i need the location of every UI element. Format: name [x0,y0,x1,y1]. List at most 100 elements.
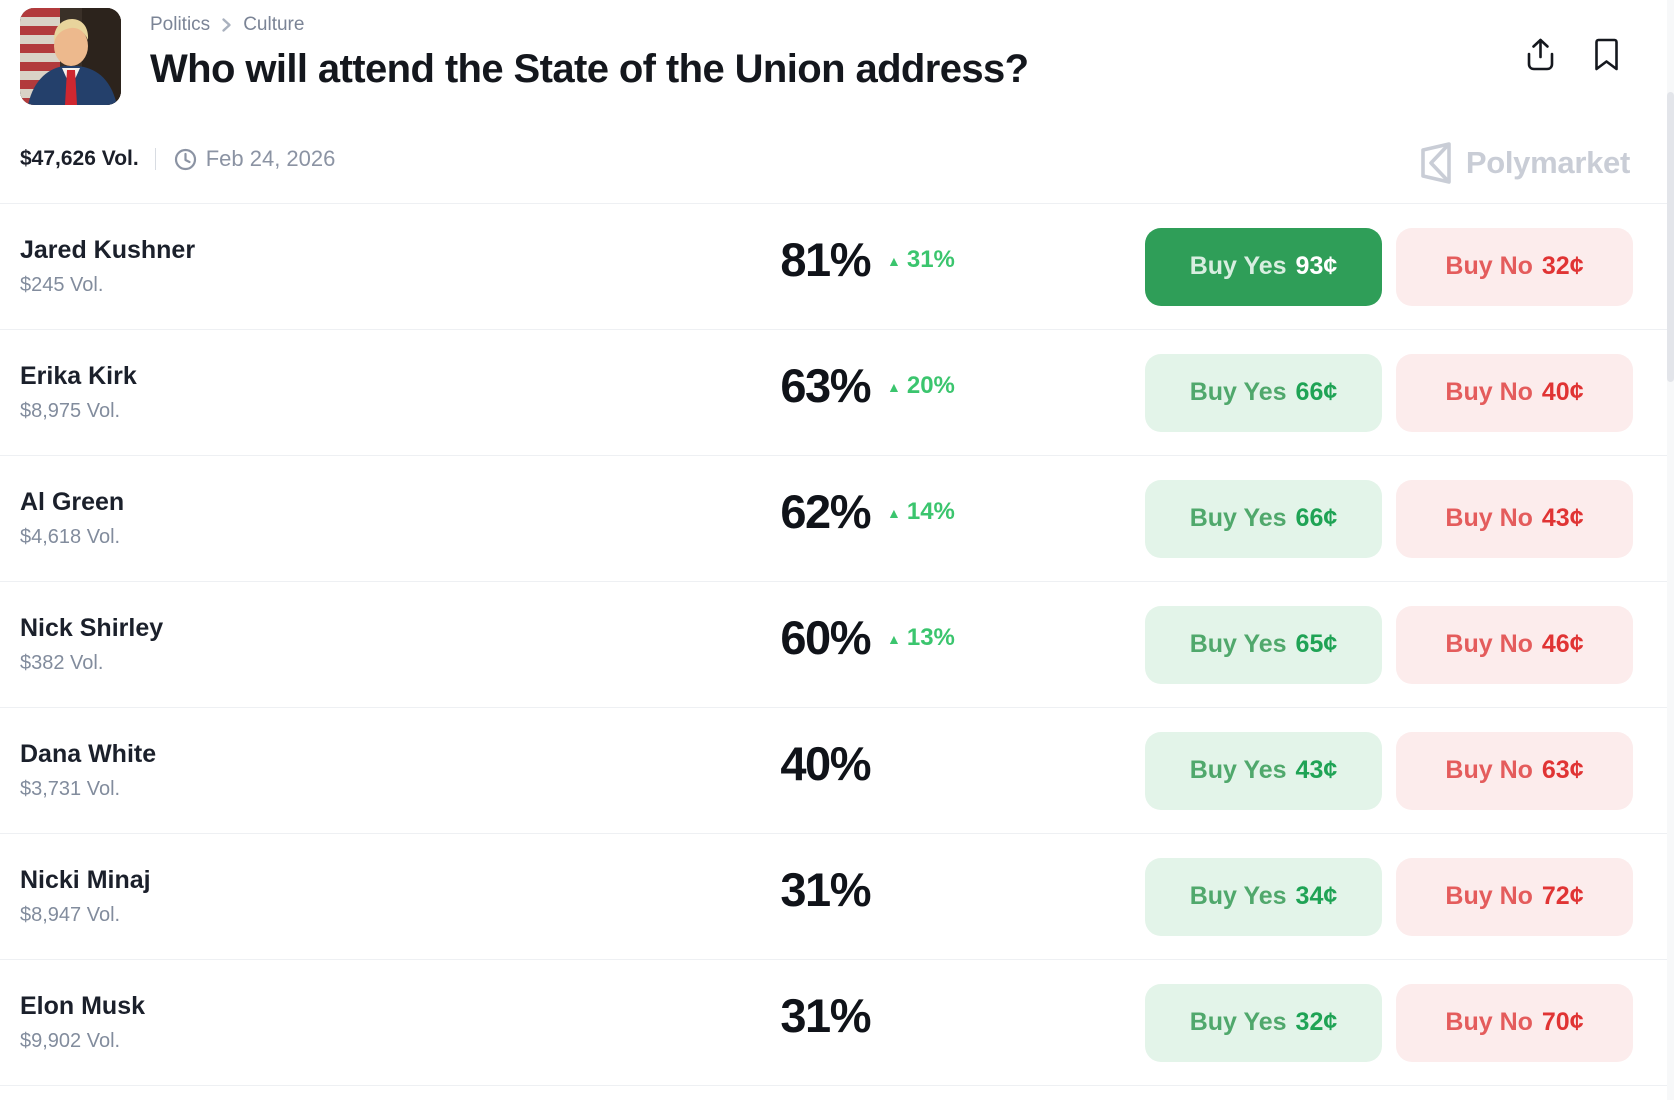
buy-no-button[interactable]: Buy No 72¢ [1396,857,1633,936]
buy-no-button[interactable]: Buy No 46¢ [1396,605,1633,684]
trade-buttons: Buy Yes 34¢ Buy No 72¢ [1145,857,1633,936]
buy-no-button[interactable]: Buy No 32¢ [1396,227,1633,306]
stats-divider [154,148,156,170]
trade-buttons: Buy Yes 32¢ Buy No 70¢ [1145,983,1633,1062]
outcome-name: Dana White [20,740,157,768]
market-avatar [20,8,121,105]
polymarket-logo-text: Polymarket [1465,145,1630,180]
chance-change-value: 13% [906,623,955,651]
outcome-name: Jared Kushner [20,236,196,264]
outcome-info: Erika Kirk $8,975 Vol. [20,362,710,423]
outcome-row[interactable]: Erika Kirk $8,975 Vol. 63% ▲ 20% Buy Yes… [0,329,1674,455]
outcome-info: Al Green $4,618 Vol. [20,488,710,549]
buy-no-price: 43¢ [1541,504,1584,532]
buy-yes-label: Buy Yes [1189,504,1287,532]
chance-change: ▲ 13% [887,624,999,652]
buy-yes-button[interactable]: Buy Yes 34¢ [1145,857,1382,936]
chance-change-value: 31% [906,245,955,273]
outcome-name: Nick Shirley [20,614,164,642]
outcome-name: Elon Musk [20,992,146,1020]
buy-yes-button[interactable]: Buy Yes 65¢ [1145,605,1382,684]
outcome-row[interactable]: Al Green $4,618 Vol. 62% ▲ 14% Buy Yes 6… [0,455,1674,581]
trump-portrait-image [20,8,121,105]
buy-yes-price: 43¢ [1295,756,1338,784]
buy-no-button[interactable]: Buy No 70¢ [1396,983,1633,1062]
polymarket-brand[interactable]: Polymarket [1415,140,1630,186]
bookmark-icon[interactable] [1595,38,1618,71]
buy-no-label: Buy No [1445,756,1533,784]
outcome-row[interactable]: Jared Kushner $245 Vol. 81% ▲ 31% Buy Ye… [0,203,1674,329]
header-actions [1527,38,1618,71]
outcome-volume: $8,947 Vol. [20,904,121,926]
trade-buttons: Buy Yes 43¢ Buy No 63¢ [1145,731,1633,810]
up-triangle-icon: ▲ [887,630,901,647]
outcome-volume: $9,902 Vol. [20,1030,121,1052]
outcomes-list: Jared Kushner $245 Vol. 81% ▲ 31% Buy Ye… [0,203,1674,1086]
buy-yes-label: Buy Yes [1189,1008,1287,1036]
buy-no-button[interactable]: Buy No 63¢ [1396,731,1633,810]
outcome-row[interactable]: Dana White $3,731 Vol. 40% ▲ Buy Yes 43¢… [0,707,1674,833]
outcome-volume: $8,975 Vol. [20,400,121,422]
buy-yes-label: Buy Yes [1189,630,1287,658]
buy-no-label: Buy No [1445,252,1533,280]
buy-no-label: Buy No [1445,630,1533,658]
buy-yes-label: Buy Yes [1189,378,1287,406]
buy-yes-price: 65¢ [1295,630,1338,658]
outcome-volume: $245 Vol. [20,274,104,296]
buy-yes-button[interactable]: Buy Yes 66¢ [1145,479,1382,558]
buy-no-price: 72¢ [1541,882,1584,910]
market-header: Politics Culture Who will attend the Sta… [0,0,1674,203]
market-date: Feb 24, 2026 [174,146,335,172]
trade-buttons: Buy Yes 66¢ Buy No 43¢ [1145,479,1633,558]
outcome-name: Al Green [20,488,125,516]
buy-yes-button[interactable]: Buy Yes 66¢ [1145,353,1382,432]
outcome-chance: 31% ▲ [710,862,999,917]
outcome-volume: $3,731 Vol. [20,778,121,800]
outcome-info: Jared Kushner $245 Vol. [20,236,710,297]
chance-change-value: 14% [906,497,955,525]
up-triangle-icon: ▲ [887,504,901,521]
breadcrumb-politics[interactable]: Politics [150,14,211,35]
breadcrumb-culture[interactable]: Culture [243,14,305,35]
chance-percent: 60% [780,611,871,664]
outcome-chance: 63% ▲ 20% [710,358,999,413]
buy-yes-price: 34¢ [1295,882,1338,910]
buy-yes-label: Buy Yes [1189,882,1287,910]
outcome-info: Elon Musk $9,902 Vol. [20,992,710,1053]
share-icon[interactable] [1527,38,1554,71]
outcome-volume: $4,618 Vol. [20,526,121,548]
trade-buttons: Buy Yes 66¢ Buy No 40¢ [1145,353,1633,432]
outcome-info: Dana White $3,731 Vol. [20,740,710,801]
chance-percent: 62% [780,485,871,538]
buy-no-button[interactable]: Buy No 43¢ [1396,479,1633,558]
chance-change-value: 20% [906,371,955,399]
chance-percent: 31% [780,863,871,916]
chance-percent: 40% [780,737,871,790]
outcome-row[interactable]: Nick Shirley $382 Vol. 60% ▲ 13% Buy Yes… [0,581,1674,707]
outcome-name: Erika Kirk [20,362,137,390]
market-stats: $47,626 Vol. Feb 24, 2026 [20,146,335,172]
scrollbar-thumb[interactable] [1667,92,1674,382]
clock-icon [174,148,196,170]
buy-yes-button[interactable]: Buy Yes 93¢ [1145,227,1382,306]
buy-no-price: 40¢ [1541,378,1584,406]
trade-buttons: Buy Yes 65¢ Buy No 46¢ [1145,605,1633,684]
buy-yes-button[interactable]: Buy Yes 32¢ [1145,983,1382,1062]
chance-percent: 31% [780,989,871,1042]
chance-change: ▲ 31% [887,246,999,274]
total-volume: $47,626 Vol. [20,147,139,170]
buy-yes-price: 66¢ [1295,504,1338,532]
header-text-block: Politics Culture Who will attend the Sta… [150,14,1029,92]
buy-yes-button[interactable]: Buy Yes 43¢ [1145,731,1382,810]
chance-percent: 63% [780,359,871,412]
chance-change: ▲ 20% [887,372,999,400]
outcome-chance: 81% ▲ 31% [710,232,999,287]
outcome-row[interactable]: Nicki Minaj $8,947 Vol. 31% ▲ Buy Yes 34… [0,833,1674,959]
buy-no-button[interactable]: Buy No 40¢ [1396,353,1633,432]
up-triangle-icon: ▲ [887,252,901,269]
buy-no-price: 63¢ [1541,756,1584,784]
scrollbar-track [1667,0,1674,1100]
outcome-row[interactable]: Elon Musk $9,902 Vol. 31% ▲ Buy Yes 32¢ … [0,959,1674,1085]
outcome-volume: $382 Vol. [20,652,104,674]
